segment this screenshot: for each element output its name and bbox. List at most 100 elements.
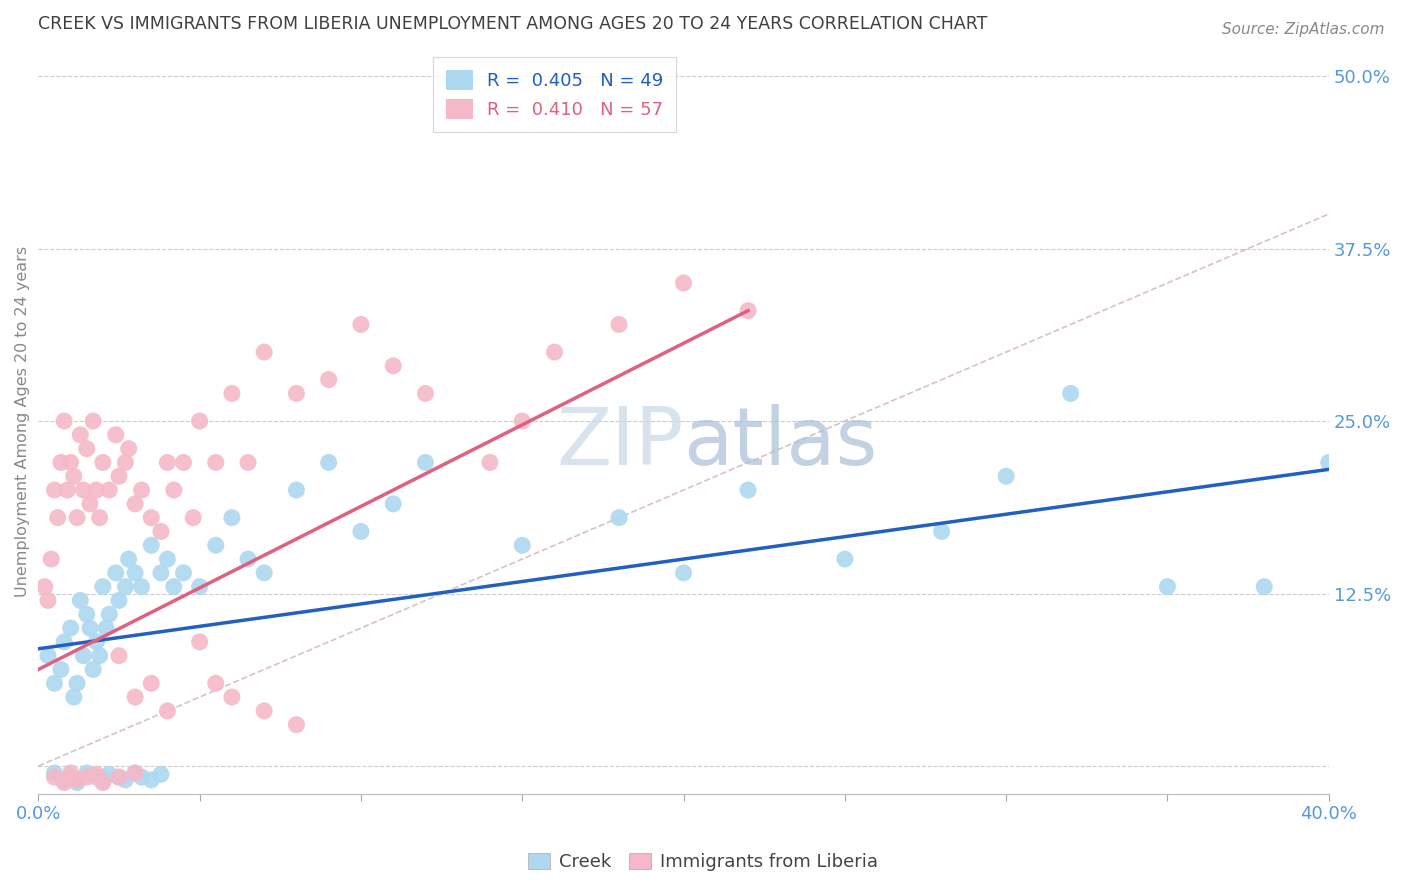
Point xyxy=(37,593,59,607)
Point xyxy=(108,770,131,784)
Point xyxy=(46,510,69,524)
Point xyxy=(204,538,226,552)
Point xyxy=(37,648,59,663)
Point xyxy=(478,455,501,469)
Point xyxy=(510,414,533,428)
Point xyxy=(91,772,114,787)
Point xyxy=(318,373,340,387)
Point xyxy=(318,455,340,469)
Point xyxy=(131,580,153,594)
Point xyxy=(76,770,98,784)
Point xyxy=(118,442,141,456)
Point xyxy=(149,566,172,580)
Point xyxy=(149,524,172,539)
Point xyxy=(69,593,91,607)
Point xyxy=(59,770,82,784)
Point xyxy=(156,552,179,566)
Point xyxy=(350,318,373,332)
Point xyxy=(173,566,195,580)
Point xyxy=(543,345,565,359)
Point xyxy=(156,455,179,469)
Point xyxy=(86,767,108,781)
Point xyxy=(59,766,82,780)
Point xyxy=(59,621,82,635)
Point xyxy=(79,621,101,635)
Point xyxy=(1060,386,1083,401)
Point xyxy=(931,524,953,539)
Point xyxy=(82,414,104,428)
Legend: R =  0.405   N = 49, R =  0.410   N = 57: R = 0.405 N = 49, R = 0.410 N = 57 xyxy=(433,57,676,131)
Point xyxy=(49,663,72,677)
Point xyxy=(108,593,131,607)
Point xyxy=(221,510,243,524)
Point xyxy=(607,318,630,332)
Point xyxy=(253,566,276,580)
Point xyxy=(53,772,76,787)
Y-axis label: Unemployment Among Ages 20 to 24 years: Unemployment Among Ages 20 to 24 years xyxy=(15,245,30,597)
Point xyxy=(39,552,62,566)
Point xyxy=(66,772,89,787)
Legend: Creek, Immigrants from Liberia: Creek, Immigrants from Liberia xyxy=(522,846,884,879)
Point xyxy=(382,497,405,511)
Point xyxy=(607,510,630,524)
Point xyxy=(79,497,101,511)
Point xyxy=(124,690,146,704)
Point xyxy=(91,580,114,594)
Point xyxy=(49,455,72,469)
Point xyxy=(124,766,146,780)
Point xyxy=(72,483,94,497)
Point xyxy=(66,775,89,789)
Text: ZIP: ZIP xyxy=(557,404,683,483)
Point xyxy=(141,676,163,690)
Point xyxy=(188,580,211,594)
Point xyxy=(56,483,79,497)
Point xyxy=(66,676,89,690)
Point xyxy=(188,414,211,428)
Point xyxy=(98,607,121,622)
Point xyxy=(141,538,163,552)
Text: Source: ZipAtlas.com: Source: ZipAtlas.com xyxy=(1222,22,1385,37)
Point xyxy=(94,621,117,635)
Point xyxy=(53,635,76,649)
Point xyxy=(114,580,136,594)
Point xyxy=(510,538,533,552)
Point xyxy=(108,648,131,663)
Point xyxy=(285,717,308,731)
Point xyxy=(53,414,76,428)
Point xyxy=(72,648,94,663)
Point xyxy=(221,386,243,401)
Point xyxy=(118,552,141,566)
Point xyxy=(114,455,136,469)
Point xyxy=(737,303,759,318)
Point xyxy=(91,775,114,789)
Point xyxy=(156,704,179,718)
Point xyxy=(204,676,226,690)
Point xyxy=(672,566,695,580)
Point xyxy=(995,469,1018,483)
Point xyxy=(163,580,186,594)
Point xyxy=(221,690,243,704)
Point xyxy=(834,552,856,566)
Point xyxy=(285,386,308,401)
Point xyxy=(86,635,108,649)
Point xyxy=(1156,580,1178,594)
Point xyxy=(131,483,153,497)
Point xyxy=(44,766,66,780)
Point xyxy=(285,483,308,497)
Point xyxy=(98,483,121,497)
Point xyxy=(415,386,437,401)
Point xyxy=(204,455,226,469)
Point xyxy=(91,455,114,469)
Point xyxy=(173,455,195,469)
Point xyxy=(104,428,127,442)
Point xyxy=(1317,455,1340,469)
Point xyxy=(124,766,146,780)
Point xyxy=(415,455,437,469)
Point xyxy=(104,566,127,580)
Point xyxy=(188,635,211,649)
Point xyxy=(76,607,98,622)
Point xyxy=(63,690,86,704)
Point xyxy=(181,510,204,524)
Point xyxy=(44,676,66,690)
Point xyxy=(44,483,66,497)
